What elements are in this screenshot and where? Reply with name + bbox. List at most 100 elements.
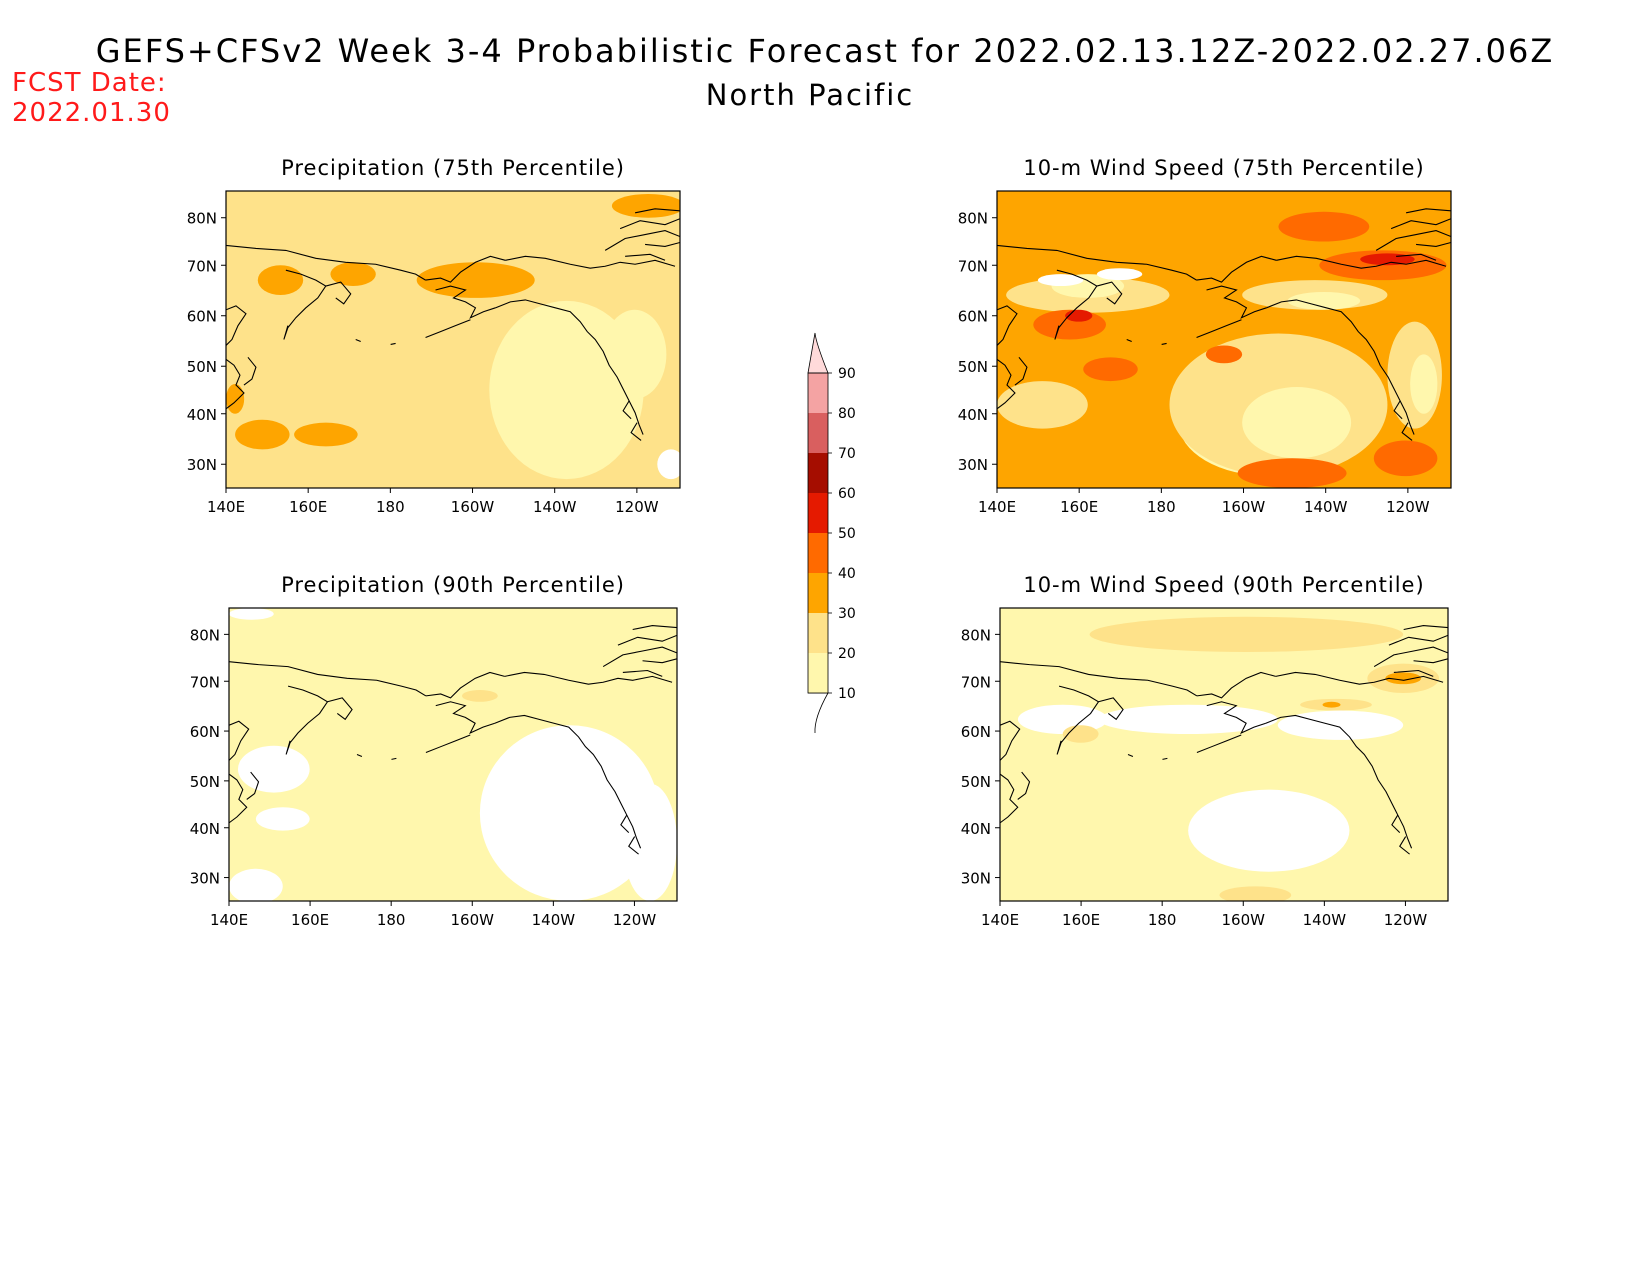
lat-tick-label: 50N <box>958 358 988 376</box>
probability-contour <box>1188 789 1350 872</box>
probability-contour <box>1037 274 1084 287</box>
colorbar-label: 20 <box>838 646 856 662</box>
colorbar-high-cap <box>807 332 829 374</box>
probability-contour <box>229 868 283 901</box>
colorbar-bin <box>808 493 828 533</box>
probability-contour <box>1373 440 1438 477</box>
fcst-date-label: FCST Date: <box>12 68 167 98</box>
lat-tick-label: 60N <box>190 723 220 741</box>
lon-tick-label: 180 <box>376 498 405 516</box>
probability-contour <box>1277 710 1404 740</box>
lon-tick-label: 180 <box>1148 911 1177 929</box>
lat-tick-label: 70N <box>187 257 217 275</box>
probability-contour <box>611 193 680 218</box>
probability-contour <box>294 422 358 447</box>
probability-contour <box>1205 345 1243 364</box>
lon-tick-label: 140W <box>1303 911 1347 929</box>
probability-contour <box>1237 458 1347 488</box>
lon-tick-label: 160E <box>291 911 329 929</box>
lat-tick-label: 50N <box>961 773 991 791</box>
lat-tick-label: 60N <box>961 723 991 741</box>
lat-tick-label: 70N <box>190 673 220 691</box>
colorbar-bin <box>808 413 828 453</box>
probability-contour <box>1089 616 1404 652</box>
probability-contour <box>657 449 680 480</box>
lon-tick-label: 140W <box>532 911 576 929</box>
probability-contour <box>1287 291 1361 310</box>
probability-contour <box>623 783 677 901</box>
lon-tick-label: 160W <box>1222 498 1266 516</box>
lon-tick-label: 140E <box>981 911 1019 929</box>
lat-tick-label: 30N <box>187 456 217 474</box>
map-panel-precip-90: Precipitation (90th Percentile) 80N 70N 60N… <box>190 573 678 929</box>
lon-tick-label: 120W <box>1384 911 1428 929</box>
lat-tick-label: 40N <box>187 406 217 424</box>
colorbar-label: 10 <box>838 686 856 702</box>
panel-title: Precipitation (90th Percentile) <box>281 573 625 597</box>
colorbar-label: 60 <box>838 486 856 502</box>
colorbar-bin <box>808 453 828 493</box>
colorbar-label: 50 <box>838 526 856 542</box>
map-panel-precip-75: Precipitation (75th Percentile) 80N 70N 60N… <box>187 156 681 516</box>
lat-tick-label: 70N <box>958 257 988 275</box>
lon-tick-label: 160W <box>451 498 495 516</box>
lon-tick-label: 140E <box>207 498 245 516</box>
colorbar-low-cap <box>808 692 829 734</box>
lat-tick-label: 80N <box>190 626 220 644</box>
lon-tick-label: 140E <box>978 498 1016 516</box>
colorbar-label: 40 <box>838 566 856 582</box>
probability-contour <box>1319 250 1447 281</box>
probability-contour <box>235 419 290 450</box>
lon-tick-label: 120W <box>613 911 657 929</box>
probability-contour <box>257 265 304 295</box>
map-frame <box>228 607 678 902</box>
lat-tick-label: 80N <box>961 626 991 644</box>
lon-tick-label: 160E <box>289 498 327 516</box>
lat-tick-label: 50N <box>187 358 217 376</box>
lat-tick-label: 30N <box>961 870 991 888</box>
lon-tick-label: 140W <box>1304 498 1348 516</box>
probability-contour <box>602 309 667 399</box>
lat-tick-label: 80N <box>958 210 988 228</box>
map-frame <box>225 190 681 489</box>
probability-contour <box>479 725 660 901</box>
probability-contour <box>1219 886 1292 901</box>
probability-contour <box>1410 354 1438 414</box>
lat-tick-label: 60N <box>958 308 988 326</box>
lon-tick-label: 180 <box>377 911 406 929</box>
lat-tick-label: 30N <box>190 870 220 888</box>
colorbar: 10 20 30 40 50 60 70 80 90 <box>807 332 856 734</box>
map-frame <box>999 607 1449 902</box>
lon-tick-label: 120W <box>615 498 659 516</box>
lat-tick-label: 30N <box>958 456 988 474</box>
colorbar-bin <box>808 373 828 413</box>
probability-contour <box>229 608 274 620</box>
lon-tick-label: 120W <box>1386 498 1430 516</box>
probability-contour <box>255 807 310 831</box>
colorbar-bin <box>808 653 828 693</box>
colorbar-label: 90 <box>838 366 856 382</box>
probability-contour <box>1083 357 1138 382</box>
lat-tick-label: 40N <box>190 820 220 838</box>
fcst-date-value: 2022.01.30 <box>12 98 171 128</box>
probability-contour <box>1385 672 1422 685</box>
lon-tick-label: 160W <box>451 911 495 929</box>
colorbar-label: 70 <box>838 446 856 462</box>
lat-tick-label: 40N <box>961 820 991 838</box>
colorbar-bin <box>808 573 828 613</box>
lon-tick-label: 140W <box>533 498 577 516</box>
probability-contour <box>1096 268 1143 281</box>
lon-tick-label: 160E <box>1060 498 1098 516</box>
probability-contour <box>1242 387 1352 459</box>
probability-contour <box>997 381 1088 429</box>
colorbar-bin <box>808 613 828 653</box>
probability-contour <box>237 745 310 793</box>
probability-contour <box>461 690 498 702</box>
panel-title: 10-m Wind Speed (90th Percentile) <box>1023 573 1424 597</box>
lon-tick-label: 160W <box>1222 911 1266 929</box>
lat-tick-label: 40N <box>958 406 988 424</box>
panel-title: Precipitation (75th Percentile) <box>281 156 625 180</box>
map-panel-wind-75: 10-m Wind Speed (75th Percentile) 80N 70N 6… <box>958 156 1452 516</box>
lat-tick-label: 50N <box>190 773 220 791</box>
lon-tick-label: 180 <box>1147 498 1176 516</box>
